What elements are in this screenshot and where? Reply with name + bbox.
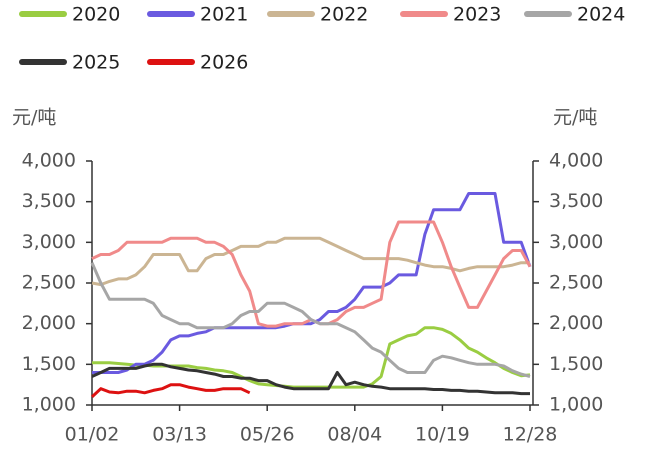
series-line xyxy=(91,362,530,396)
y2-tick-label: 3,500 xyxy=(549,190,603,212)
y2-tick-label: 3,000 xyxy=(549,231,603,253)
y-tick-label: 2,500 xyxy=(22,272,76,294)
x-tick-label: 01/02 xyxy=(65,424,120,446)
y2-tick-label: 1,500 xyxy=(549,353,603,375)
y-tick-label: 3,500 xyxy=(22,190,76,212)
series-line xyxy=(92,192,532,374)
legend-item: 2020 xyxy=(19,4,120,26)
legend-label: 2024 xyxy=(577,4,625,26)
legend-label: 2022 xyxy=(320,4,368,26)
y-tick-label: 1,000 xyxy=(22,394,76,416)
series-line xyxy=(90,383,251,398)
x-tick-label: 03/13 xyxy=(152,424,207,446)
legend-label: 2026 xyxy=(200,52,248,74)
x-tick-label: 12/28 xyxy=(503,424,558,446)
legend-label: 2021 xyxy=(200,4,248,26)
series-line xyxy=(91,236,530,287)
x-tick-label: 05/26 xyxy=(240,424,295,446)
y-tick-label: 1,500 xyxy=(22,353,76,375)
y2-tick-label: 1,000 xyxy=(549,394,603,416)
y2-tick-label: 2,000 xyxy=(549,312,603,334)
legend-item: 2022 xyxy=(267,4,368,26)
y-tick-label: 4,000 xyxy=(22,150,76,172)
y2-axis-unit: 元/吨 xyxy=(553,107,597,129)
x-tick-label: 08/04 xyxy=(327,424,382,446)
x-tick-label: 10/19 xyxy=(415,424,470,446)
y-axis-unit: 元/吨 xyxy=(12,107,56,129)
y-tick-label: 2,000 xyxy=(22,312,76,334)
legend-item: 2026 xyxy=(147,52,248,74)
series-line xyxy=(90,262,531,378)
legend-item: 2024 xyxy=(524,4,625,26)
y2-tick-label: 4,000 xyxy=(549,150,603,172)
legend-item: 2025 xyxy=(19,52,120,74)
y-tick-label: 3,000 xyxy=(22,231,76,253)
legend-label: 2020 xyxy=(72,4,120,26)
y2-tick-label: 2,500 xyxy=(549,272,603,294)
legend-label: 2023 xyxy=(453,4,501,26)
legend-item: 2023 xyxy=(400,4,501,26)
legend-item: 2021 xyxy=(147,4,248,26)
legend-label: 2025 xyxy=(72,52,120,74)
